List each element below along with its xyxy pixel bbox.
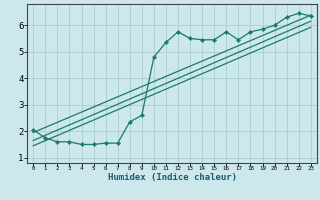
- X-axis label: Humidex (Indice chaleur): Humidex (Indice chaleur): [108, 173, 236, 182]
